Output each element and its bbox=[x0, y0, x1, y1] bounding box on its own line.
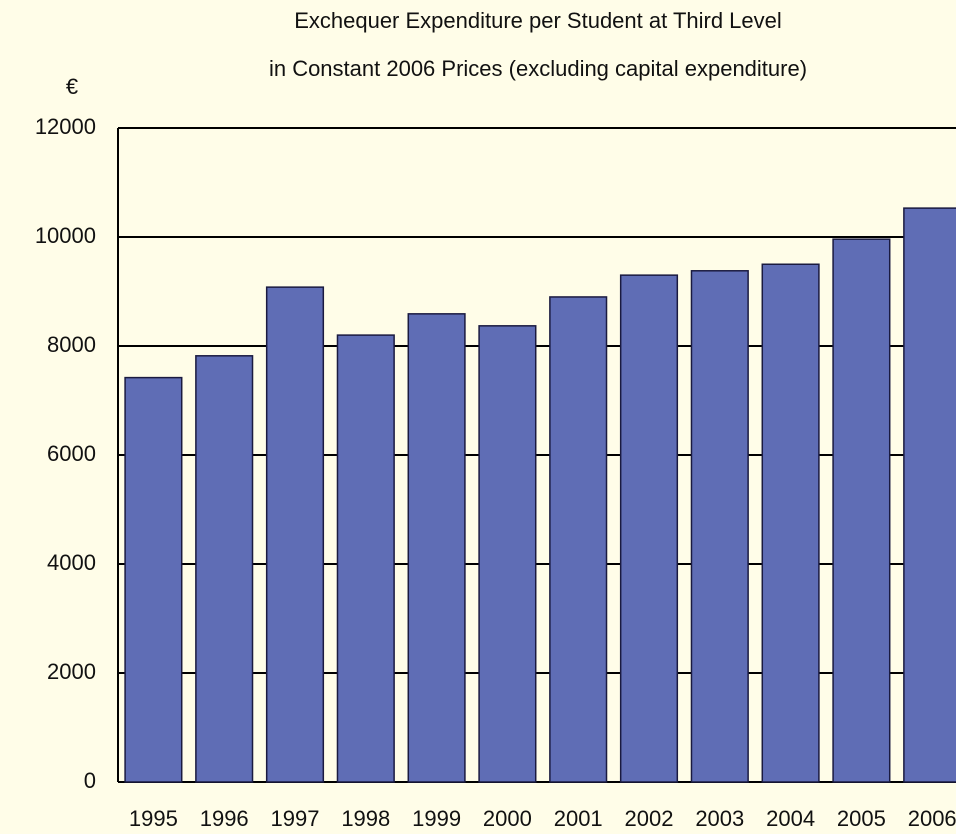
chart-title: Exchequer Expenditure per Student at Thi… bbox=[294, 8, 782, 33]
bar bbox=[195, 355, 254, 783]
x-tick-label: 1998 bbox=[341, 806, 390, 831]
x-tick-label: 1996 bbox=[200, 806, 249, 831]
bar bbox=[336, 334, 395, 783]
y-tick-label: 2000 bbox=[47, 659, 96, 684]
x-tick-label: 1999 bbox=[412, 806, 461, 831]
y-tick-label: 6000 bbox=[47, 441, 96, 466]
x-tick-label: 2000 bbox=[483, 806, 532, 831]
bar bbox=[832, 238, 891, 783]
y-tick-label: 12000 bbox=[35, 114, 96, 139]
bar bbox=[619, 274, 679, 783]
bar bbox=[549, 296, 608, 783]
bar bbox=[124, 376, 183, 783]
x-tick-label: 2004 bbox=[766, 806, 815, 831]
y-tick-label: 10000 bbox=[35, 223, 96, 248]
y-tick-label: 4000 bbox=[47, 550, 96, 575]
y-tick-label: 8000 bbox=[47, 332, 96, 357]
x-tick-label: 2006 bbox=[908, 806, 956, 831]
x-tick-label: 2005 bbox=[837, 806, 886, 831]
bar bbox=[690, 270, 749, 783]
x-tick-label: 1997 bbox=[271, 806, 320, 831]
x-tick-label: 1995 bbox=[129, 806, 178, 831]
bar bbox=[903, 207, 956, 783]
bar bbox=[407, 313, 466, 783]
x-tick-label: 2002 bbox=[625, 806, 674, 831]
bar bbox=[478, 325, 537, 783]
bar bbox=[761, 263, 820, 783]
x-tick-label: 2001 bbox=[554, 806, 603, 831]
y-axis-label: € bbox=[66, 74, 78, 99]
chart-title: in Constant 2006 Prices (excluding capit… bbox=[269, 56, 807, 81]
y-tick-label: 0 bbox=[84, 768, 96, 793]
x-tick-label: 2003 bbox=[695, 806, 744, 831]
bar bbox=[265, 286, 325, 783]
